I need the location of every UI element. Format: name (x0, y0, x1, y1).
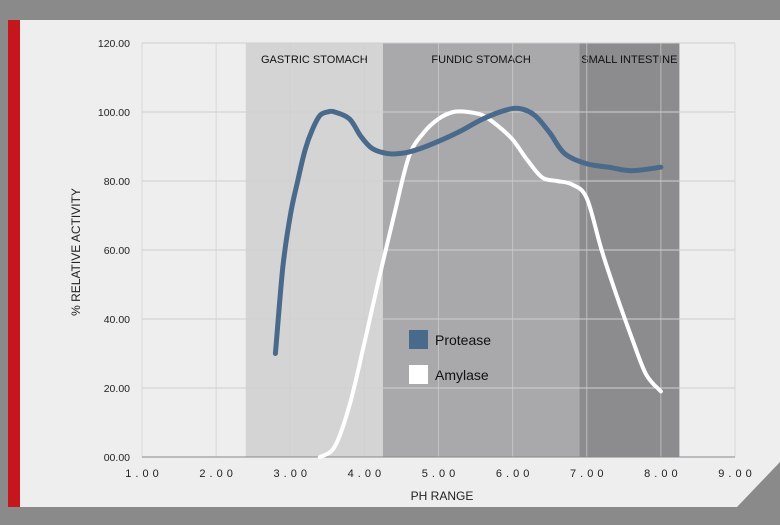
x-tick-label-1: 2.00 (199, 468, 236, 480)
series-line-protease (272, 105, 664, 356)
region-label-1: GASTRIC STOMACH (261, 54, 368, 66)
y-tick-label-6: 120.00 (98, 38, 130, 50)
series-lines (272, 105, 664, 459)
accent-bar (8, 20, 20, 507)
y-tick-label-3: 60.00 (104, 245, 130, 257)
y-tick-labels: 00.00 20.00 40.00 60.00 80.00 100.00 120.00 (98, 38, 130, 464)
region-label-2: FUNDIC STOMACH (431, 54, 530, 66)
legend-swatch-protease (409, 330, 428, 349)
y-tick-label-0: 00.00 (104, 452, 130, 464)
y-tick-label-1: 20.00 (104, 383, 130, 395)
series-line-amylase (317, 109, 663, 459)
y-axis-title: % RELATIVE ACTIVITY (69, 188, 83, 316)
grid-lines (141, 42, 736, 458)
x-tick-label-8: 9.00 (718, 468, 755, 480)
x-tick-label-2: 3.00 (274, 468, 311, 480)
legend-label-protease: Protease (435, 332, 491, 348)
x-tick-label-4: 5.00 (422, 468, 459, 480)
region-label-3: SMALL INTESTINE (581, 54, 677, 66)
x-tick-labels: 1.00 2.00 3.00 4.00 5.00 6.00 7.00 8.00 9.00 (125, 468, 755, 480)
y-tick-label-2: 40.00 (104, 314, 130, 326)
y-tick-label-5: 100.00 (98, 107, 130, 119)
legend-swatch-amylase (409, 365, 428, 384)
x-tick-label-5: 6.00 (496, 468, 533, 480)
x-tick-label-6: 7.00 (570, 468, 607, 480)
x-axis-title: PH RANGE (411, 489, 474, 503)
x-tick-label-3: 4.00 (348, 468, 385, 480)
legend-label-amylase: Amylase (435, 367, 489, 383)
legend: Protease Amylase (409, 330, 491, 384)
y-tick-label-4: 80.00 (104, 176, 130, 188)
x-tick-label-7: 8.00 (644, 468, 681, 480)
x-tick-label-0: 1.00 (125, 468, 162, 480)
